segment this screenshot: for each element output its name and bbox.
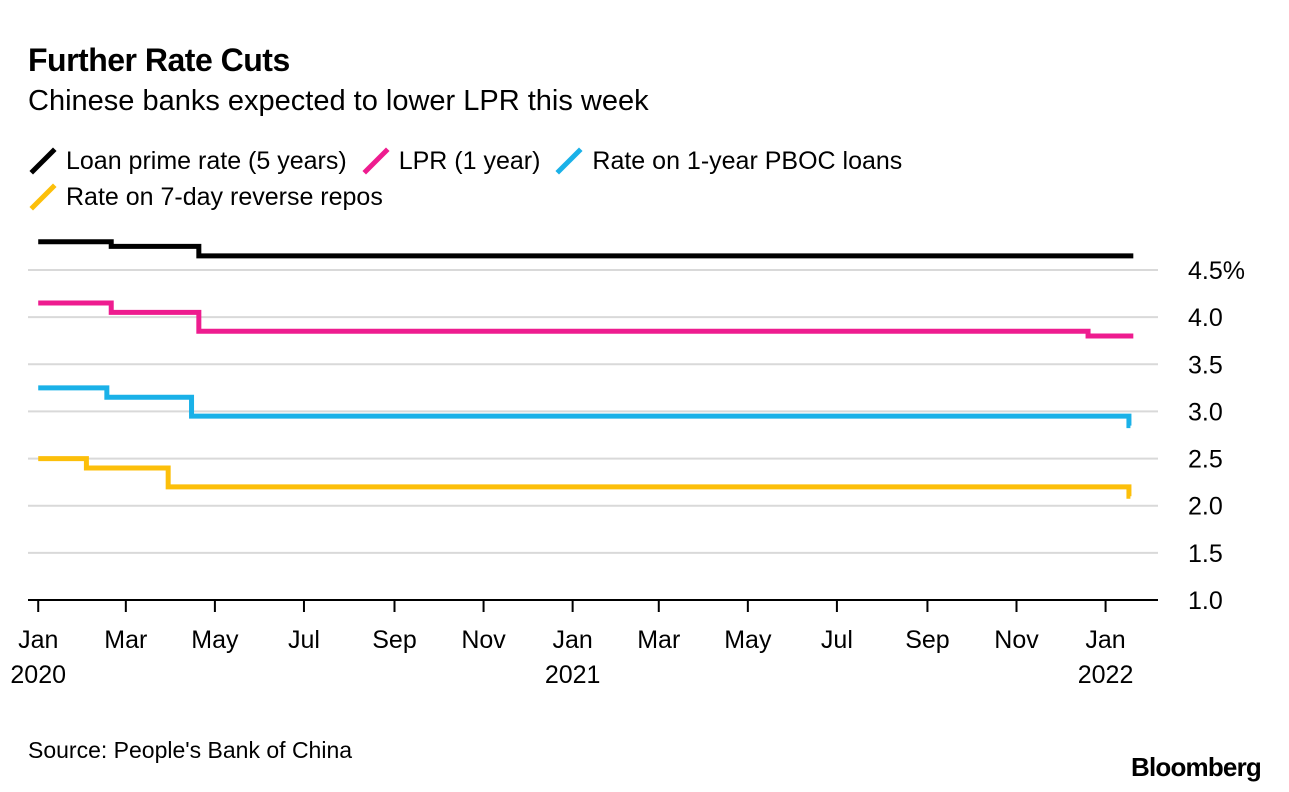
y-tick-label: 1.0 — [1188, 587, 1223, 615]
brand-logo: Bloomberg — [1130, 752, 1262, 782]
series-line-2 — [38, 385, 1132, 429]
x-tick-label: Mar — [637, 626, 680, 654]
legend: Loan prime rate (5 years) LPR (1 year) R… — [28, 146, 916, 176]
x-tick-label: May — [724, 626, 772, 654]
x-tick-year-label: 2020 — [10, 661, 66, 689]
legend-item-lpr-5y: Loan prime rate (5 years) — [28, 146, 347, 176]
x-tick-label: Jan — [18, 626, 58, 654]
series-line-1 — [38, 300, 1134, 339]
y-tick-label: 3.0 — [1188, 398, 1223, 426]
y-tick-label: 1.5 — [1188, 540, 1223, 568]
series-line-3 — [38, 456, 1132, 499]
axes: 4.5% 4.0 3.5 3.0 2.5 2.0 1.5 1.0 Jan 2020 Mar May Ju… — [10, 257, 1245, 689]
y-tick-label: 2.5 — [1188, 446, 1223, 474]
y-tick-label: 2.0 — [1188, 493, 1223, 521]
legend-label: Loan prime rate (5 years) — [66, 146, 347, 175]
chart-subtitle: Chinese banks expected to lower LPR this… — [28, 85, 649, 117]
legend-row-2: Rate on 7-day reverse repos — [28, 182, 397, 212]
y-tick-label: 4.0 — [1188, 304, 1223, 332]
legend-label: Rate on 7-day reverse repos — [66, 182, 383, 211]
x-tick-label: Jul — [821, 626, 853, 654]
chart-title: Further Rate Cuts — [28, 42, 290, 78]
x-tick-year-label: 2021 — [545, 661, 601, 689]
series-lines — [38, 239, 1134, 499]
y-tick-label: 3.5 — [1188, 351, 1223, 379]
legend-swatch-icon — [29, 147, 57, 175]
x-tick-label: May — [191, 626, 239, 654]
legend-label: LPR (1 year) — [398, 146, 541, 175]
legend-label: Rate on 1-year PBOC loans — [592, 146, 903, 175]
grid — [28, 269, 1158, 554]
legend-item-pboc-loans: Rate on 1-year PBOC loans — [554, 146, 902, 176]
legend-item-lpr-1y: LPR (1 year) — [361, 146, 541, 176]
x-tick-label: Mar — [104, 626, 147, 654]
legend-swatch-icon — [362, 147, 390, 175]
legend-swatch-icon — [555, 147, 583, 175]
x-tick-label: Jan — [552, 626, 592, 654]
source-note: Source: People's Bank of China — [28, 737, 353, 763]
y-tick-label: 4.5% — [1188, 257, 1245, 285]
x-tick-label: Nov — [461, 626, 506, 654]
x-tick-year-label: 2022 — [1078, 661, 1134, 689]
x-tick-label: Nov — [994, 626, 1039, 654]
series-line-0 — [38, 239, 1134, 259]
legend-swatch-icon — [29, 183, 57, 211]
x-tick-label: Jul — [288, 626, 320, 654]
x-tick-label: Sep — [905, 626, 949, 654]
legend-item-reverse-repos: Rate on 7-day reverse repos — [28, 182, 383, 212]
x-tick-label: Sep — [372, 626, 416, 654]
x-tick-label: Jan — [1085, 626, 1125, 654]
